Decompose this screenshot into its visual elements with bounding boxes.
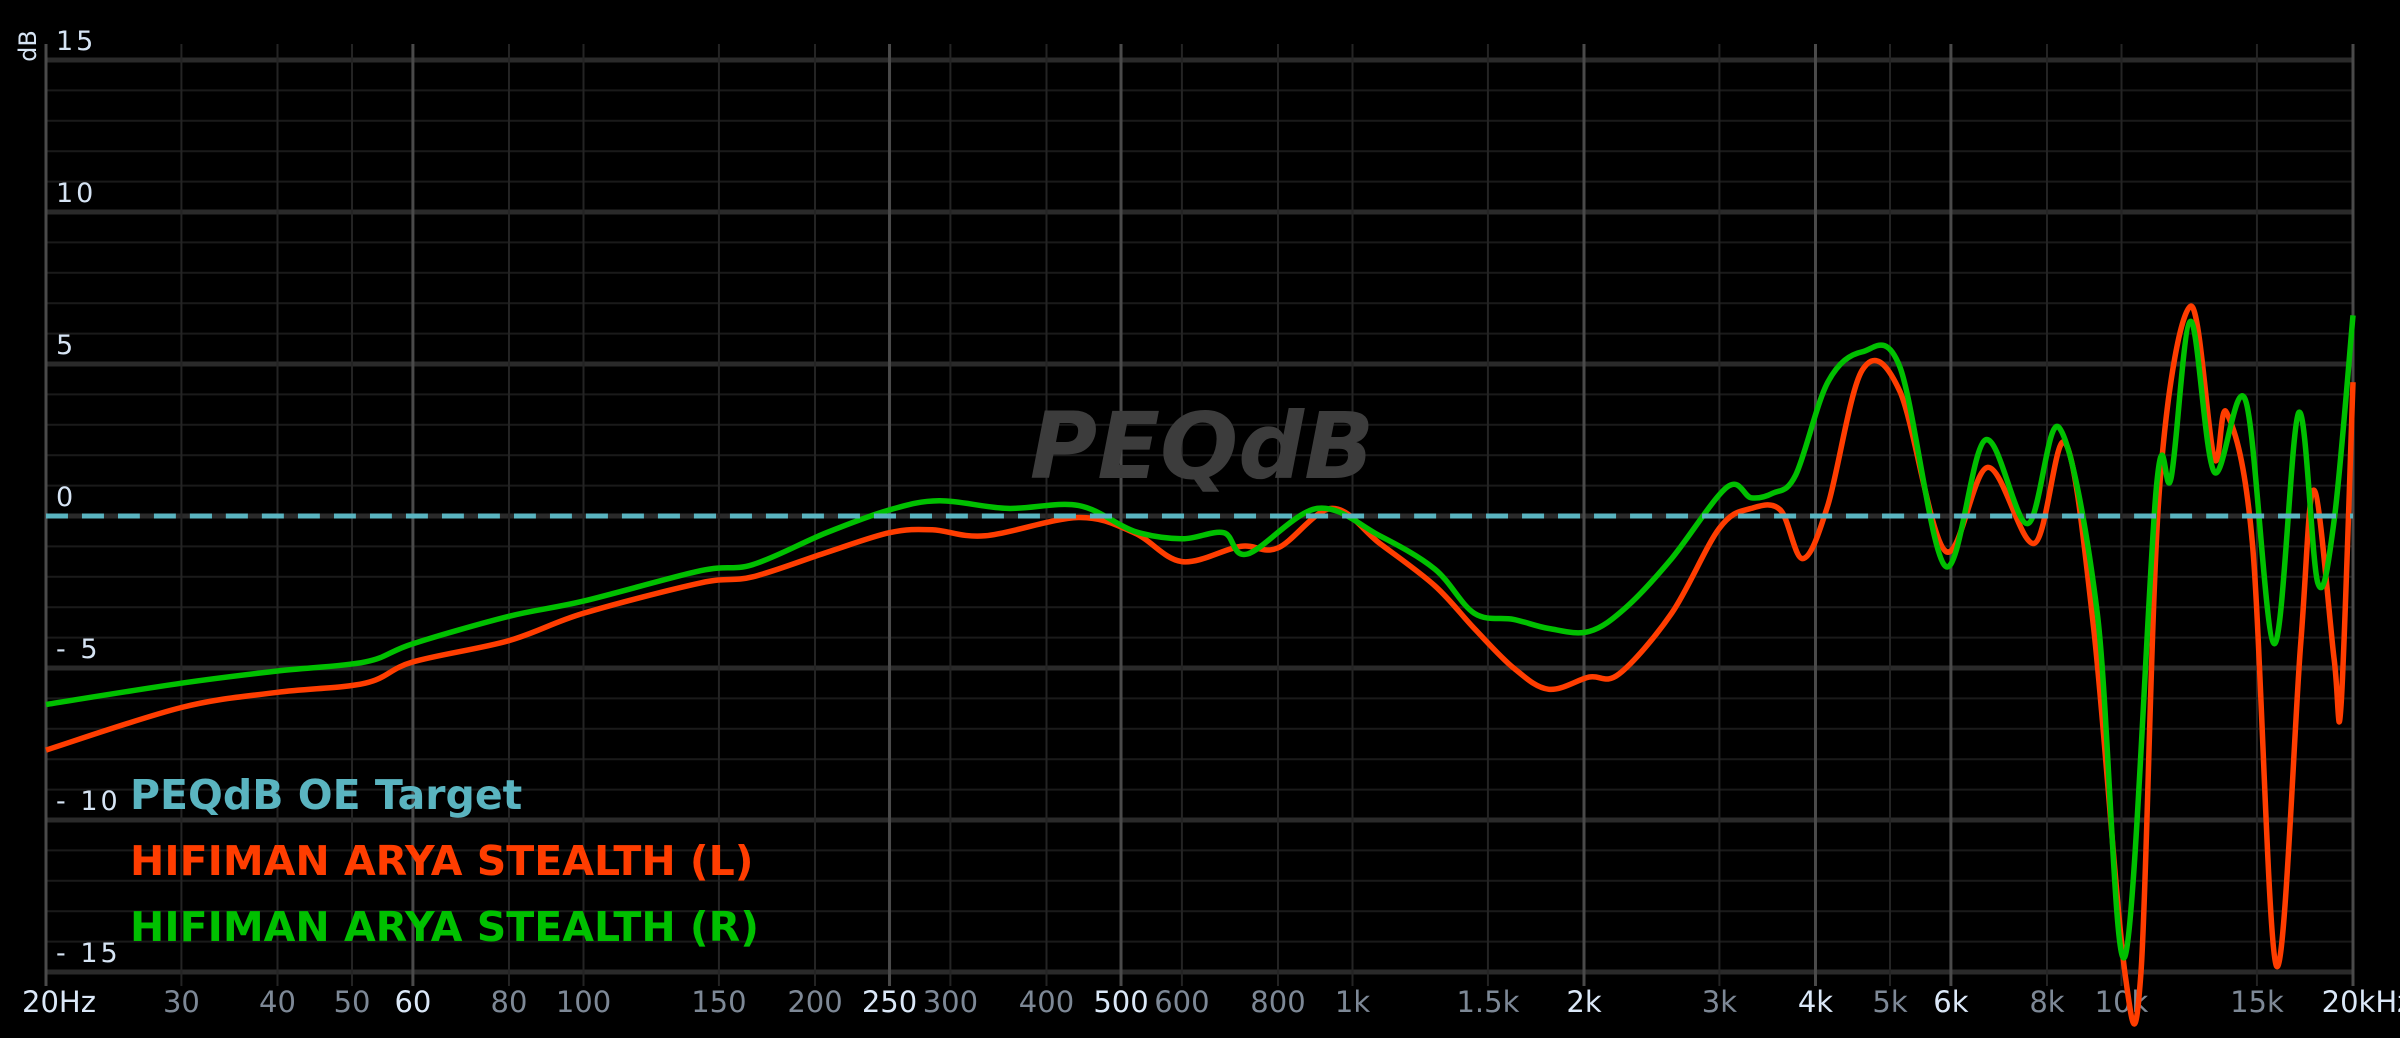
series-line-hifiman-arya-stealth-l xyxy=(45,303,2356,1027)
x-tick-label: 3k xyxy=(1702,985,1737,1019)
x-tick-label: 80 xyxy=(491,985,528,1019)
series-line-hifiman-arya-stealth-r xyxy=(45,315,2356,961)
legend-entry-right[interactable]: HIFIMAN ARYA STEALTH (R) xyxy=(130,903,759,951)
x-tick-label: 100 xyxy=(556,985,611,1019)
x-tick-label: 40 xyxy=(259,985,296,1019)
x-tick-label: 20Hz xyxy=(22,985,96,1019)
x-tick-label: 250 xyxy=(862,985,917,1019)
x-tick-label: 1.5k xyxy=(1456,985,1519,1019)
legend-entry-left[interactable]: HIFIMAN ARYA STEALTH (L) xyxy=(130,837,754,885)
legend-entry-target[interactable]: PEQdB OE Target xyxy=(130,771,523,819)
x-tick-label: 600 xyxy=(1154,985,1209,1019)
x-tick-label: 2k xyxy=(1566,985,1601,1019)
x-tick-label: 6k xyxy=(1933,985,1968,1019)
x-tick-label: 400 xyxy=(1019,985,1074,1019)
x-tick-label: 8k xyxy=(2029,985,2064,1019)
watermark-logo: PEQdB xyxy=(1030,393,1374,500)
y-tick-label: - 15 xyxy=(56,938,121,969)
x-tick-label: 150 xyxy=(691,985,746,1019)
y-tick-label: 10 xyxy=(56,178,96,209)
x-tick-label: 500 xyxy=(1093,985,1148,1019)
x-axis-ticks: 20Hz 30 40 50 60 80 100 150 200 250 300 400 500 600 80… xyxy=(22,985,2400,1019)
x-tick-label: 200 xyxy=(787,985,842,1019)
x-tick-label: 4k xyxy=(1798,985,1833,1019)
x-tick-label: 20kHz xyxy=(2322,985,2400,1019)
y-tick-label: 5 xyxy=(56,330,76,361)
x-tick-label: 60 xyxy=(394,985,431,1019)
series-lines xyxy=(45,303,2356,1027)
y-tick-label: - 10 xyxy=(56,786,121,817)
x-tick-label: 5k xyxy=(1872,985,1907,1019)
y-tick-label: 0 xyxy=(56,482,76,513)
legend: PEQdB OE Target HIFIMAN ARYA STEALTH (L)… xyxy=(130,762,759,960)
x-tick-label: 50 xyxy=(334,985,371,1019)
x-tick-label: 15k xyxy=(2230,985,2284,1019)
y-axis-label: dB xyxy=(14,30,42,62)
x-tick-label: 300 xyxy=(923,985,978,1019)
y-tick-label: - 5 xyxy=(56,634,101,665)
x-tick-label: 800 xyxy=(1250,985,1305,1019)
y-tick-label: 15 xyxy=(56,26,96,57)
y-axis-ticks: 15 10 5 0 - 5 - 10 - 15 xyxy=(56,26,121,969)
x-tick-label: 30 xyxy=(163,985,200,1019)
x-tick-label: 1k xyxy=(1335,985,1370,1019)
